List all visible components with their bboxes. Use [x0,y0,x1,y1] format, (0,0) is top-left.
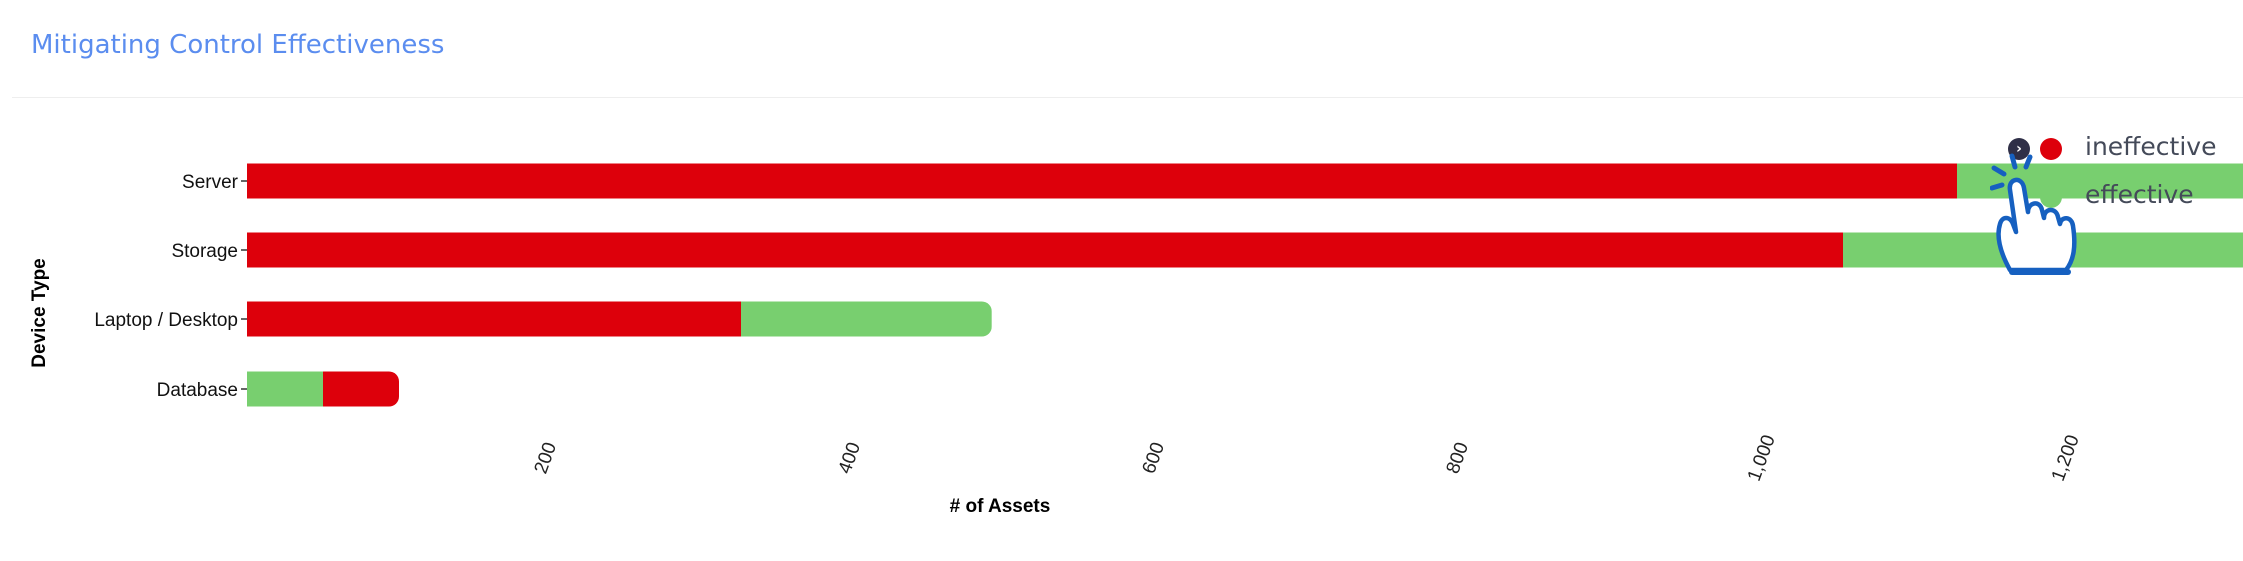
card-title: Mitigating Control Effectiveness [31,30,445,60]
x-tick-label-1000: 1,000 [1744,432,1780,484]
header-divider [12,97,2243,98]
legend-label-ineffective: ineffective [2085,132,2217,161]
x-axis-title: # of Assets [950,496,1051,517]
bar-laptop-desktop-effective [741,301,992,337]
y-axis-title: Device Type [29,258,50,367]
x-tick-label-600: 600 [1139,440,1170,477]
legend-label-effective: effective [2085,180,2194,209]
x-tick-label-1200: 1,200 [2048,432,2084,484]
x-tick-label-400: 400 [835,440,866,477]
x-tick-label-200: 200 [531,440,562,477]
bar-server-effective [1957,163,2243,199]
x-tick-label-800: 800 [1443,440,1474,477]
y-tick-label-server: Server [182,172,239,193]
bar-database-ineffective [323,371,399,407]
bar-storage-ineffective [247,232,1843,268]
bar-laptop-desktop-ineffective [247,301,741,337]
y-tick-label-storage: Storage [171,241,238,262]
y-tick-label-laptop-desktop: Laptop / Desktop [94,310,238,331]
legend-dot-ineffective [2040,138,2062,160]
hand-pointer-icon [1990,153,2077,275]
y-tick-label-database: Database [157,380,238,401]
legend-dot-effective [2040,186,2062,208]
bar-server-ineffective [247,163,1957,199]
bar-database-effective [247,371,323,407]
